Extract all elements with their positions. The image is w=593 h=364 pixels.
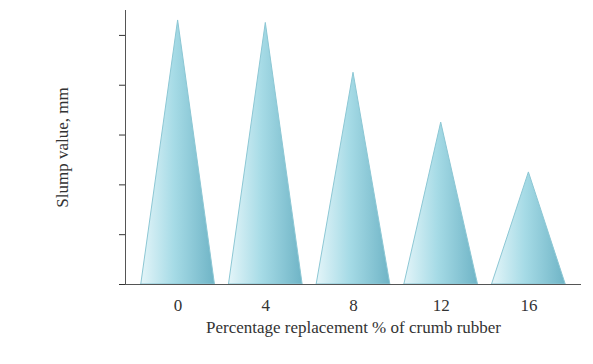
svg-text:12: 12 [433,296,450,315]
svg-text:4: 4 [262,296,271,315]
svg-text:8: 8 [349,296,358,315]
svg-text:Percentage replacement % of cr: Percentage replacement % of crumb rubber [206,318,501,337]
svg-text:16: 16 [520,296,537,315]
svg-text:0: 0 [174,296,183,315]
svg-text:Slump value, mm: Slump value, mm [53,87,72,207]
